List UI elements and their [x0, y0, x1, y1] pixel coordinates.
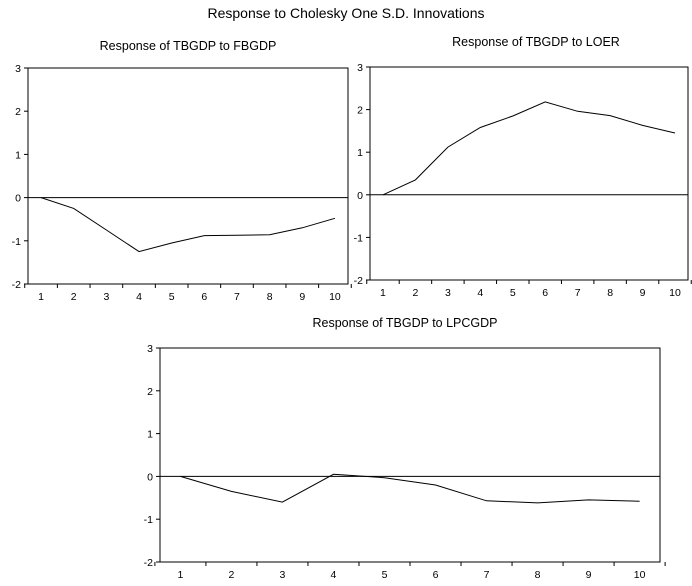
y-tick-label-fbgdp: -1 [12, 236, 21, 248]
plot-frame-loer [369, 66, 689, 281]
y-tick-label-loer: 3 [357, 62, 363, 74]
y-tick-label-loer: -2 [354, 275, 363, 287]
y-tick-label-fbgdp: 1 [15, 149, 21, 161]
x-tick-label-loer: 6 [542, 287, 548, 299]
y-tick-label-loer: -1 [354, 232, 363, 244]
x-tick-label-fbgdp: 3 [103, 291, 109, 303]
x-tick-label-lpcgdp: 6 [433, 569, 439, 581]
x-tick-label-loer: 9 [640, 287, 646, 299]
x-tick-label-loer: 1 [380, 287, 386, 299]
x-tick-label-lpcgdp: 7 [484, 569, 490, 581]
y-tick-label-fbgdp: 3 [15, 63, 21, 75]
x-tick-label-fbgdp: 5 [169, 291, 175, 303]
y-tick-label-lpcgdp: 2 [147, 386, 153, 398]
x-tick-label-lpcgdp: 4 [331, 569, 337, 581]
plot-frame-fbgdp [27, 67, 349, 285]
x-tick-label-lpcgdp: 3 [280, 569, 286, 581]
response-line-lpcgdp [180, 473, 640, 504]
x-tick-label-lpcgdp: 9 [586, 569, 592, 581]
x-tick-label-lpcgdp: 5 [382, 569, 388, 581]
x-tick-label-fbgdp: 1 [38, 291, 44, 303]
x-tick-label-loer: 3 [445, 287, 451, 299]
x-tick-label-lpcgdp: 2 [229, 569, 235, 581]
response-line-loer [382, 101, 676, 196]
x-tick-label-lpcgdp: 8 [535, 569, 541, 581]
x-tick-label-fbgdp: 10 [329, 291, 341, 303]
x-tick-label-lpcgdp: 1 [177, 569, 183, 581]
y-tick-label-lpcgdp: 0 [147, 471, 153, 483]
x-tick-label-loer: 10 [669, 287, 681, 299]
x-tick-label-fbgdp: 4 [136, 291, 142, 303]
y-tick-label-lpcgdp: -2 [144, 557, 153, 569]
y-tick-label-lpcgdp: 1 [147, 429, 153, 441]
figure-title: Response to Cholesky One S.D. Innovation… [207, 5, 484, 21]
response-line-fbgdp [40, 197, 336, 253]
panel-title-lpcgdp: Response of TBGDP to LPCGDP [312, 316, 497, 330]
y-tick-label-fbgdp: 2 [15, 106, 21, 118]
x-tick-label-loer: 2 [413, 287, 419, 299]
x-tick-label-fbgdp: 7 [234, 291, 240, 303]
panel-loer: Response of TBGDP to LOER -2 -1 0 1 2 3 1 2 3 4 5 6… [354, 35, 692, 299]
x-tick-label-loer: 8 [607, 287, 613, 299]
y-tick-label-lpcgdp: -1 [144, 514, 153, 526]
panel-fbgdp: Response of TBGDP to FBGDP -2 -1 0 1 2 3 1 2 3 4 5… [12, 39, 352, 303]
x-tick-label-fbgdp: 8 [267, 291, 273, 303]
y-tick-label-lpcgdp: 3 [147, 343, 153, 355]
x-tick-label-fbgdp: 6 [201, 291, 207, 303]
plot-frame-lpcgdp [159, 347, 661, 563]
y-tick-label-fbgdp: -2 [12, 279, 21, 291]
x-tick-label-loer: 4 [477, 287, 483, 299]
x-tick-label-lpcgdp: 10 [634, 569, 646, 581]
panel-title-loer: Response of TBGDP to LOER [452, 35, 620, 49]
panel-title-fbgdp: Response of TBGDP to FBGDP [100, 39, 277, 53]
x-tick-label-fbgdp: 2 [71, 291, 77, 303]
x-tick-label-fbgdp: 9 [299, 291, 305, 303]
y-tick-label-loer: 0 [357, 190, 363, 202]
x-tick-label-loer: 5 [510, 287, 516, 299]
y-tick-label-loer: 2 [357, 105, 363, 117]
panel-lpcgdp: Response of TBGDP to LPCGDP -2 -1 0 1 2 3 1 2 3 4… [144, 316, 666, 581]
x-tick-label-loer: 7 [575, 287, 581, 299]
y-tick-label-loer: 1 [357, 147, 363, 159]
y-tick-label-fbgdp: 0 [15, 193, 21, 205]
